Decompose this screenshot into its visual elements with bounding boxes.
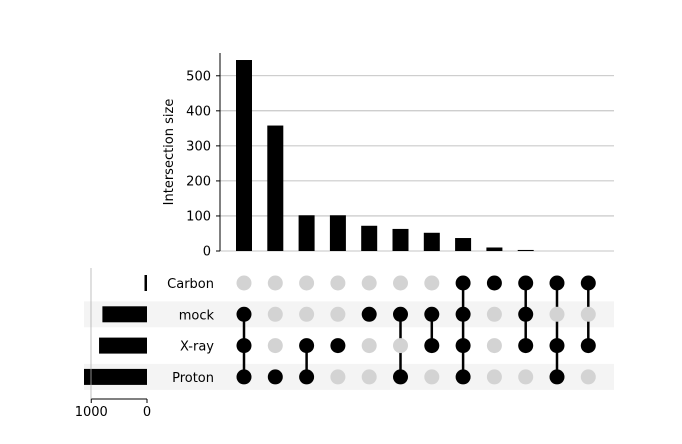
membership-dot-active (267, 369, 283, 385)
membership-dot-active (424, 338, 440, 354)
membership-dot-active (518, 306, 534, 322)
set-size-bar (144, 275, 147, 291)
membership-dot-inactive (549, 306, 565, 322)
membership-dot-active (549, 275, 565, 291)
membership-dot-inactive (580, 369, 596, 385)
membership-dot-inactive (236, 275, 252, 291)
y-tick-label: 300 (186, 139, 211, 154)
membership-dot-inactive (486, 306, 502, 322)
y-tick-label: 400 (186, 104, 211, 119)
membership-dot-active (580, 275, 596, 291)
membership-dot-inactive (267, 275, 283, 291)
y-tick-label: 500 (186, 69, 211, 84)
membership-dot-active (299, 369, 315, 385)
set-axis-tick-label: 1000 (75, 405, 108, 420)
membership-dot-active (580, 338, 596, 354)
membership-dot-inactive (267, 306, 283, 322)
membership-dot-active (455, 338, 471, 354)
membership-dot-inactive (330, 369, 346, 385)
intersection-bar (455, 238, 472, 251)
set-label: mock (179, 308, 215, 323)
membership-dot-inactive (267, 338, 283, 354)
intersection-bar (423, 232, 440, 251)
set-axis-tick-label: 0 (143, 405, 151, 420)
membership-dot-active (455, 369, 471, 385)
membership-dot-active (455, 275, 471, 291)
intersection-bar (236, 60, 252, 251)
row-stripe (84, 301, 614, 328)
membership-dot-active (393, 369, 408, 385)
y-tick-label: 200 (186, 174, 211, 189)
set-labels: Carbon mock X-ray Proton (167, 277, 214, 386)
membership-dot-active (424, 306, 440, 322)
membership-dot-active (549, 338, 565, 354)
membership-dot-inactive (518, 369, 534, 385)
set-label: Proton (172, 371, 214, 386)
row-stripe (84, 363, 614, 390)
membership-dot-inactive (424, 369, 440, 385)
intersection-bar (361, 225, 378, 251)
membership-dot-inactive (393, 275, 408, 291)
intersection-bar (517, 249, 534, 251)
set-size-bar (84, 368, 147, 385)
membership-matrix (236, 275, 596, 385)
membership-dot-active (518, 275, 534, 291)
intersection-bar (392, 228, 409, 251)
y-tick-label: 0 (203, 245, 211, 260)
membership-dot-active (361, 306, 377, 322)
membership-dot-active (518, 338, 534, 354)
membership-dot-active (330, 338, 346, 354)
set-size-bars (84, 275, 147, 385)
membership-dot-active (455, 306, 471, 322)
intersection-bar (267, 125, 284, 251)
membership-dot-active (393, 306, 408, 322)
membership-dot-inactive (486, 338, 502, 354)
set-size-bar (102, 306, 147, 323)
set-size-axis: 1000 0 (75, 268, 151, 420)
intersection-gridlines (220, 75, 614, 252)
membership-dot-inactive (424, 275, 440, 291)
set-label: Carbon (167, 277, 214, 292)
membership-dot-active (236, 338, 252, 354)
set-label: X-ray (180, 340, 214, 355)
membership-dot-inactive (361, 275, 377, 291)
intersection-size-axis: 0 100 200 300 400 500 (186, 53, 221, 260)
membership-dot-inactive (393, 338, 408, 354)
intersection-axis-label: Intersection size (162, 99, 177, 206)
membership-dot-active (236, 369, 252, 385)
membership-dot-inactive (330, 275, 346, 291)
intersection-bar (486, 247, 503, 251)
membership-dot-inactive (361, 369, 377, 385)
membership-dot-inactive (486, 369, 502, 385)
y-tick-label: 100 (186, 209, 211, 224)
membership-dot-active (236, 306, 252, 322)
row-stripes (84, 301, 614, 390)
intersection-bars (236, 60, 534, 251)
set-size-bar (99, 337, 147, 354)
intersection-bar (298, 215, 315, 251)
membership-dot-inactive (299, 275, 315, 291)
intersection-bar (329, 215, 346, 251)
membership-dot-inactive (299, 306, 315, 322)
membership-dot-inactive (330, 306, 346, 322)
membership-dot-inactive (361, 338, 377, 354)
membership-dot-active (486, 275, 502, 291)
membership-dot-active (299, 338, 315, 354)
membership-dot-active (549, 369, 565, 385)
membership-dot-inactive (580, 306, 596, 322)
